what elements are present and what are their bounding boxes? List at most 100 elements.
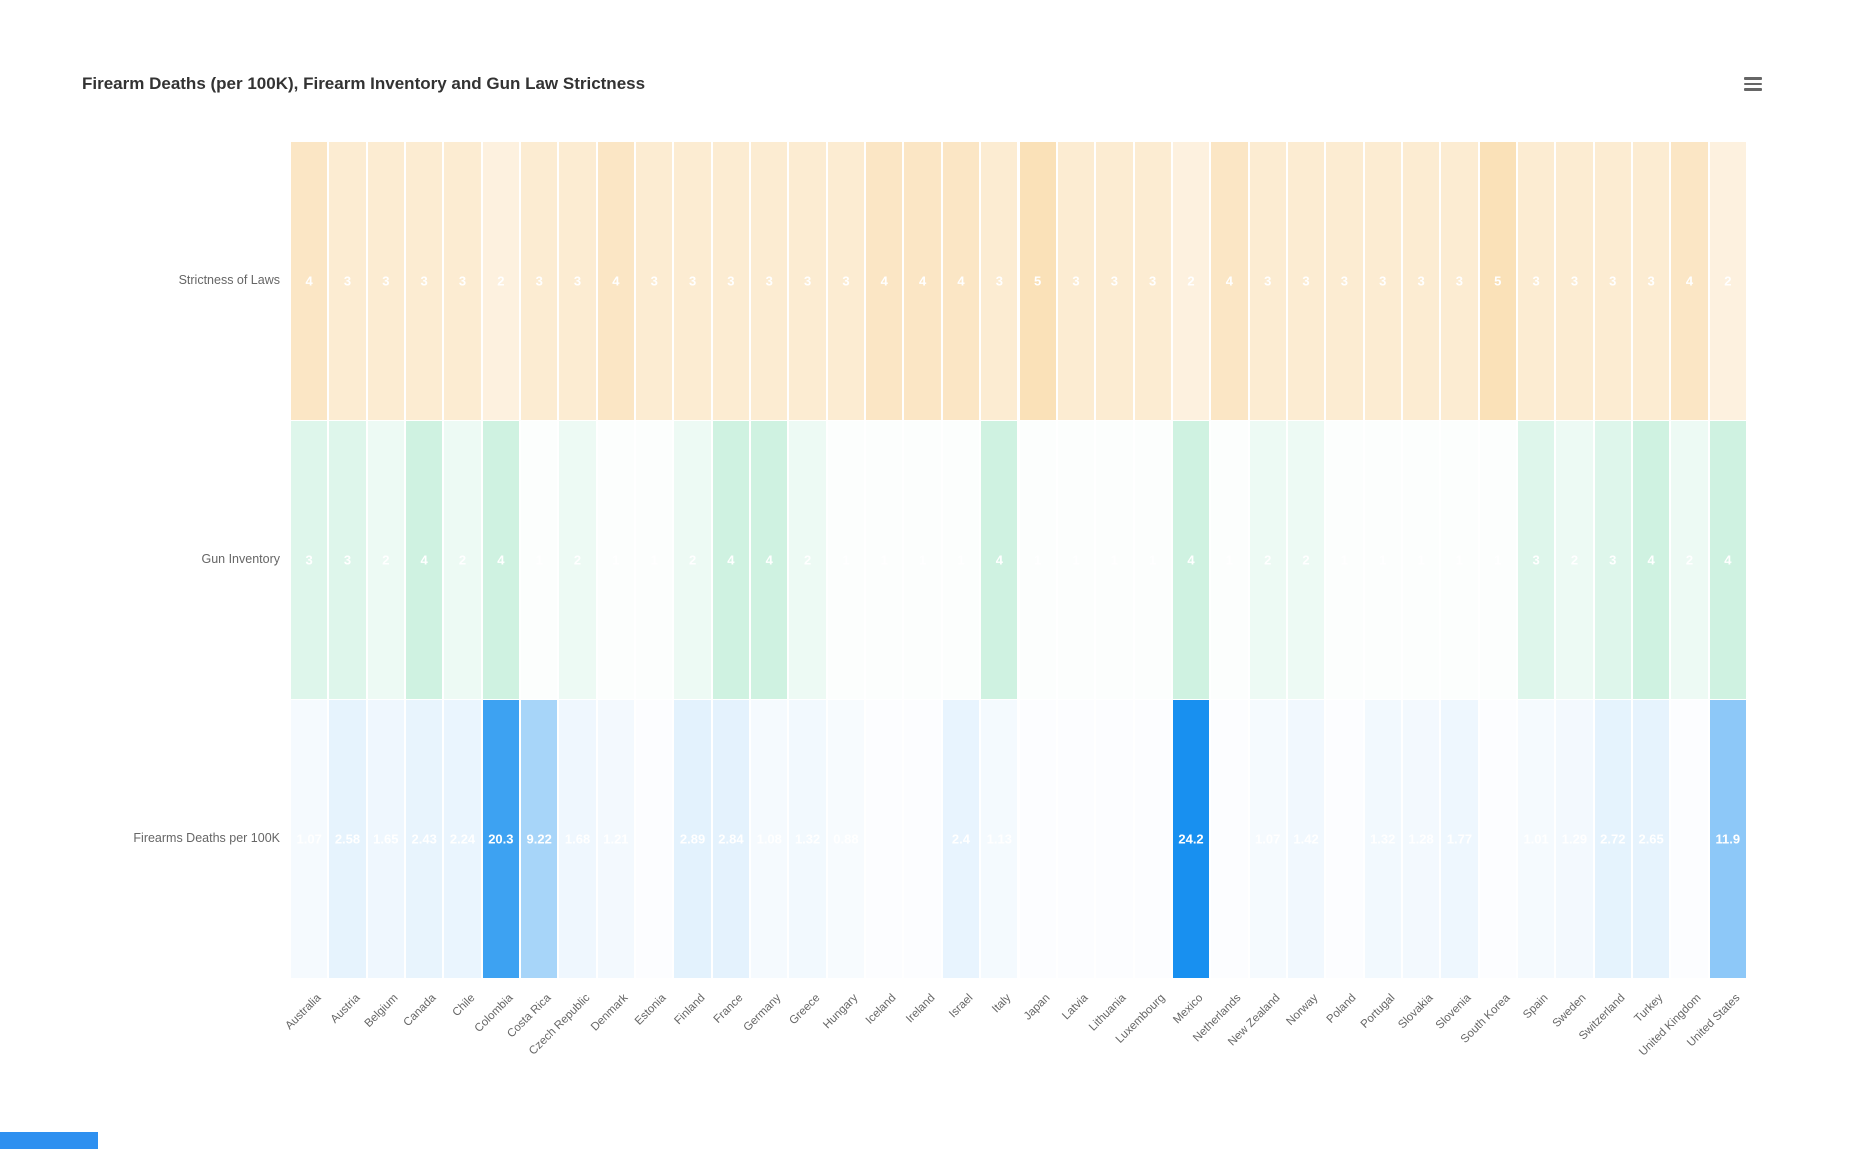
heatmap-cell[interactable]: 2.58 <box>329 700 366 979</box>
heatmap-cell[interactable] <box>1134 700 1171 979</box>
heatmap-cell[interactable]: 2.89 <box>674 700 711 979</box>
heatmap-cell[interactable]: 3 <box>789 141 826 420</box>
heatmap-cell[interactable]: 1 <box>1479 421 1516 699</box>
heatmap-cell[interactable]: 1.01 <box>1517 700 1555 979</box>
heatmap-cell[interactable]: 0.88 <box>827 700 865 979</box>
heatmap-cell[interactable] <box>1057 700 1095 979</box>
heatmap-cell[interactable]: 1 <box>904 421 941 699</box>
heatmap-cell[interactable]: 4 <box>904 141 941 420</box>
heatmap-cell[interactable]: 2.24 <box>444 700 481 979</box>
heatmap-cell[interactable]: 24.2 <box>1172 700 1210 979</box>
heatmap-cell[interactable]: 3 <box>1632 141 1670 420</box>
heatmap-cell[interactable]: 3 <box>521 141 558 420</box>
heatmap-cell[interactable]: 4 <box>1671 141 1708 420</box>
heatmap-cell[interactable]: 1.77 <box>1441 700 1478 979</box>
heatmap-cell[interactable]: 4 <box>482 421 520 699</box>
heatmap-cell[interactable]: 3 <box>329 421 366 699</box>
heatmap-cell[interactable]: 1.13 <box>981 700 1018 979</box>
heatmap-cell[interactable] <box>1479 700 1516 979</box>
heatmap-cell[interactable]: 4 <box>597 141 635 420</box>
heatmap-cell[interactable]: 3 <box>444 141 481 420</box>
heatmap-cell[interactable]: 2 <box>789 421 826 699</box>
heatmap-cell[interactable]: 1 <box>1211 421 1248 699</box>
heatmap-cell[interactable]: 2 <box>367 421 404 699</box>
heatmap-cell[interactable]: 3 <box>712 141 750 420</box>
heatmap-cell[interactable]: 9.22 <box>521 700 558 979</box>
heatmap-cell[interactable]: 4 <box>1709 421 1746 699</box>
heatmap-cell[interactable]: 1 <box>597 421 635 699</box>
heatmap-cell[interactable]: 1.29 <box>1556 700 1593 979</box>
heatmap-cell[interactable]: 2.43 <box>406 700 443 979</box>
heatmap-cell[interactable]: 2.72 <box>1594 700 1631 979</box>
heatmap-cell[interactable]: 1 <box>1096 421 1133 699</box>
heatmap-cell[interactable]: 1.42 <box>1287 700 1325 979</box>
heatmap-cell[interactable]: 2.4 <box>942 700 980 979</box>
heatmap-cell[interactable]: 4 <box>866 141 903 420</box>
heatmap-cell[interactable]: 1.32 <box>1364 700 1401 979</box>
heatmap-cell[interactable]: 4 <box>712 421 750 699</box>
heatmap-cell[interactable]: 2 <box>559 421 596 699</box>
heatmap-cell[interactable]: 1 <box>521 421 558 699</box>
heatmap-cell[interactable]: 1 <box>1402 421 1440 699</box>
heatmap-cell[interactable]: 20.3 <box>482 700 520 979</box>
heatmap-cell[interactable]: 1.07 <box>1249 700 1286 979</box>
heatmap-cell[interactable]: 2 <box>1709 141 1746 420</box>
heatmap-cell[interactable]: 4 <box>751 421 788 699</box>
heatmap-cell[interactable]: 3 <box>674 141 711 420</box>
heatmap-cell[interactable]: 5 <box>1019 141 1056 420</box>
heatmap-cell[interactable]: 1 <box>1134 421 1171 699</box>
heatmap-cell[interactable]: 1 <box>866 421 903 699</box>
heatmap-cell[interactable]: 2 <box>482 141 520 420</box>
heatmap-cell[interactable]: 3 <box>1134 141 1171 420</box>
heatmap-cell[interactable]: 3 <box>1517 141 1555 420</box>
heatmap-cell[interactable]: 1.28 <box>1402 700 1440 979</box>
heatmap-cell[interactable]: 2 <box>1249 421 1286 699</box>
heatmap-cell[interactable]: 4 <box>1211 141 1248 420</box>
heatmap-cell[interactable]: 4 <box>291 141 328 420</box>
heatmap-cell[interactable]: 5 <box>1479 141 1516 420</box>
heatmap-cell[interactable]: 1.08 <box>751 700 788 979</box>
heatmap-cell[interactable]: 3 <box>291 421 328 699</box>
heatmap-cell[interactable]: 3 <box>827 141 865 420</box>
heatmap-cell[interactable]: 3 <box>1517 421 1555 699</box>
heatmap-cell[interactable]: 2 <box>674 421 711 699</box>
heatmap-cell[interactable]: 2 <box>1671 421 1708 699</box>
heatmap-cell[interactable]: 1.07 <box>291 700 328 979</box>
heatmap-cell[interactable] <box>636 700 673 979</box>
heatmap-cell[interactable]: 3 <box>981 141 1018 420</box>
heatmap-cell[interactable]: 1 <box>827 421 865 699</box>
heatmap-cell[interactable]: 3 <box>1249 141 1286 420</box>
heatmap-cell[interactable]: 3 <box>751 141 788 420</box>
heatmap-cell[interactable]: 4 <box>942 141 980 420</box>
heatmap-cell[interactable]: 1 <box>1326 421 1363 699</box>
heatmap-cell[interactable]: 3 <box>1594 141 1631 420</box>
heatmap-cell[interactable]: 4 <box>1172 421 1210 699</box>
heatmap-cell[interactable]: 2.65 <box>1632 700 1670 979</box>
heatmap-cell[interactable] <box>1671 700 1708 979</box>
heatmap-cell[interactable] <box>904 700 941 979</box>
heatmap-cell[interactable]: 1 <box>1019 421 1056 699</box>
heatmap-cell[interactable]: 3 <box>1287 141 1325 420</box>
heatmap-cell[interactable] <box>866 700 903 979</box>
heatmap-cell[interactable]: 4 <box>981 421 1018 699</box>
heatmap-cell[interactable] <box>1211 700 1248 979</box>
heatmap-cell[interactable] <box>1096 700 1133 979</box>
heatmap-cell[interactable]: 3 <box>559 141 596 420</box>
heatmap-cell[interactable]: 2 <box>444 421 481 699</box>
heatmap-cell[interactable]: 3 <box>1441 141 1478 420</box>
heatmap-cell[interactable]: 3 <box>1326 141 1363 420</box>
hamburger-menu-icon[interactable] <box>1740 70 1766 96</box>
heatmap-cell[interactable]: 2 <box>1556 421 1593 699</box>
heatmap-cell[interactable]: 4 <box>1632 421 1670 699</box>
heatmap-cell[interactable]: 3 <box>1556 141 1593 420</box>
heatmap-cell[interactable]: 3 <box>636 141 673 420</box>
heatmap-cell[interactable]: 3 <box>367 141 404 420</box>
heatmap-cell[interactable]: 1 <box>636 421 673 699</box>
heatmap-cell[interactable]: 3 <box>1057 141 1095 420</box>
heatmap-cell[interactable]: 3 <box>1364 141 1401 420</box>
heatmap-cell[interactable]: 1 <box>1441 421 1478 699</box>
heatmap-cell[interactable]: 1.21 <box>597 700 635 979</box>
heatmap-cell[interactable]: 1 <box>1057 421 1095 699</box>
heatmap-cell[interactable]: 2.84 <box>712 700 750 979</box>
heatmap-cell[interactable]: 1.68 <box>559 700 596 979</box>
